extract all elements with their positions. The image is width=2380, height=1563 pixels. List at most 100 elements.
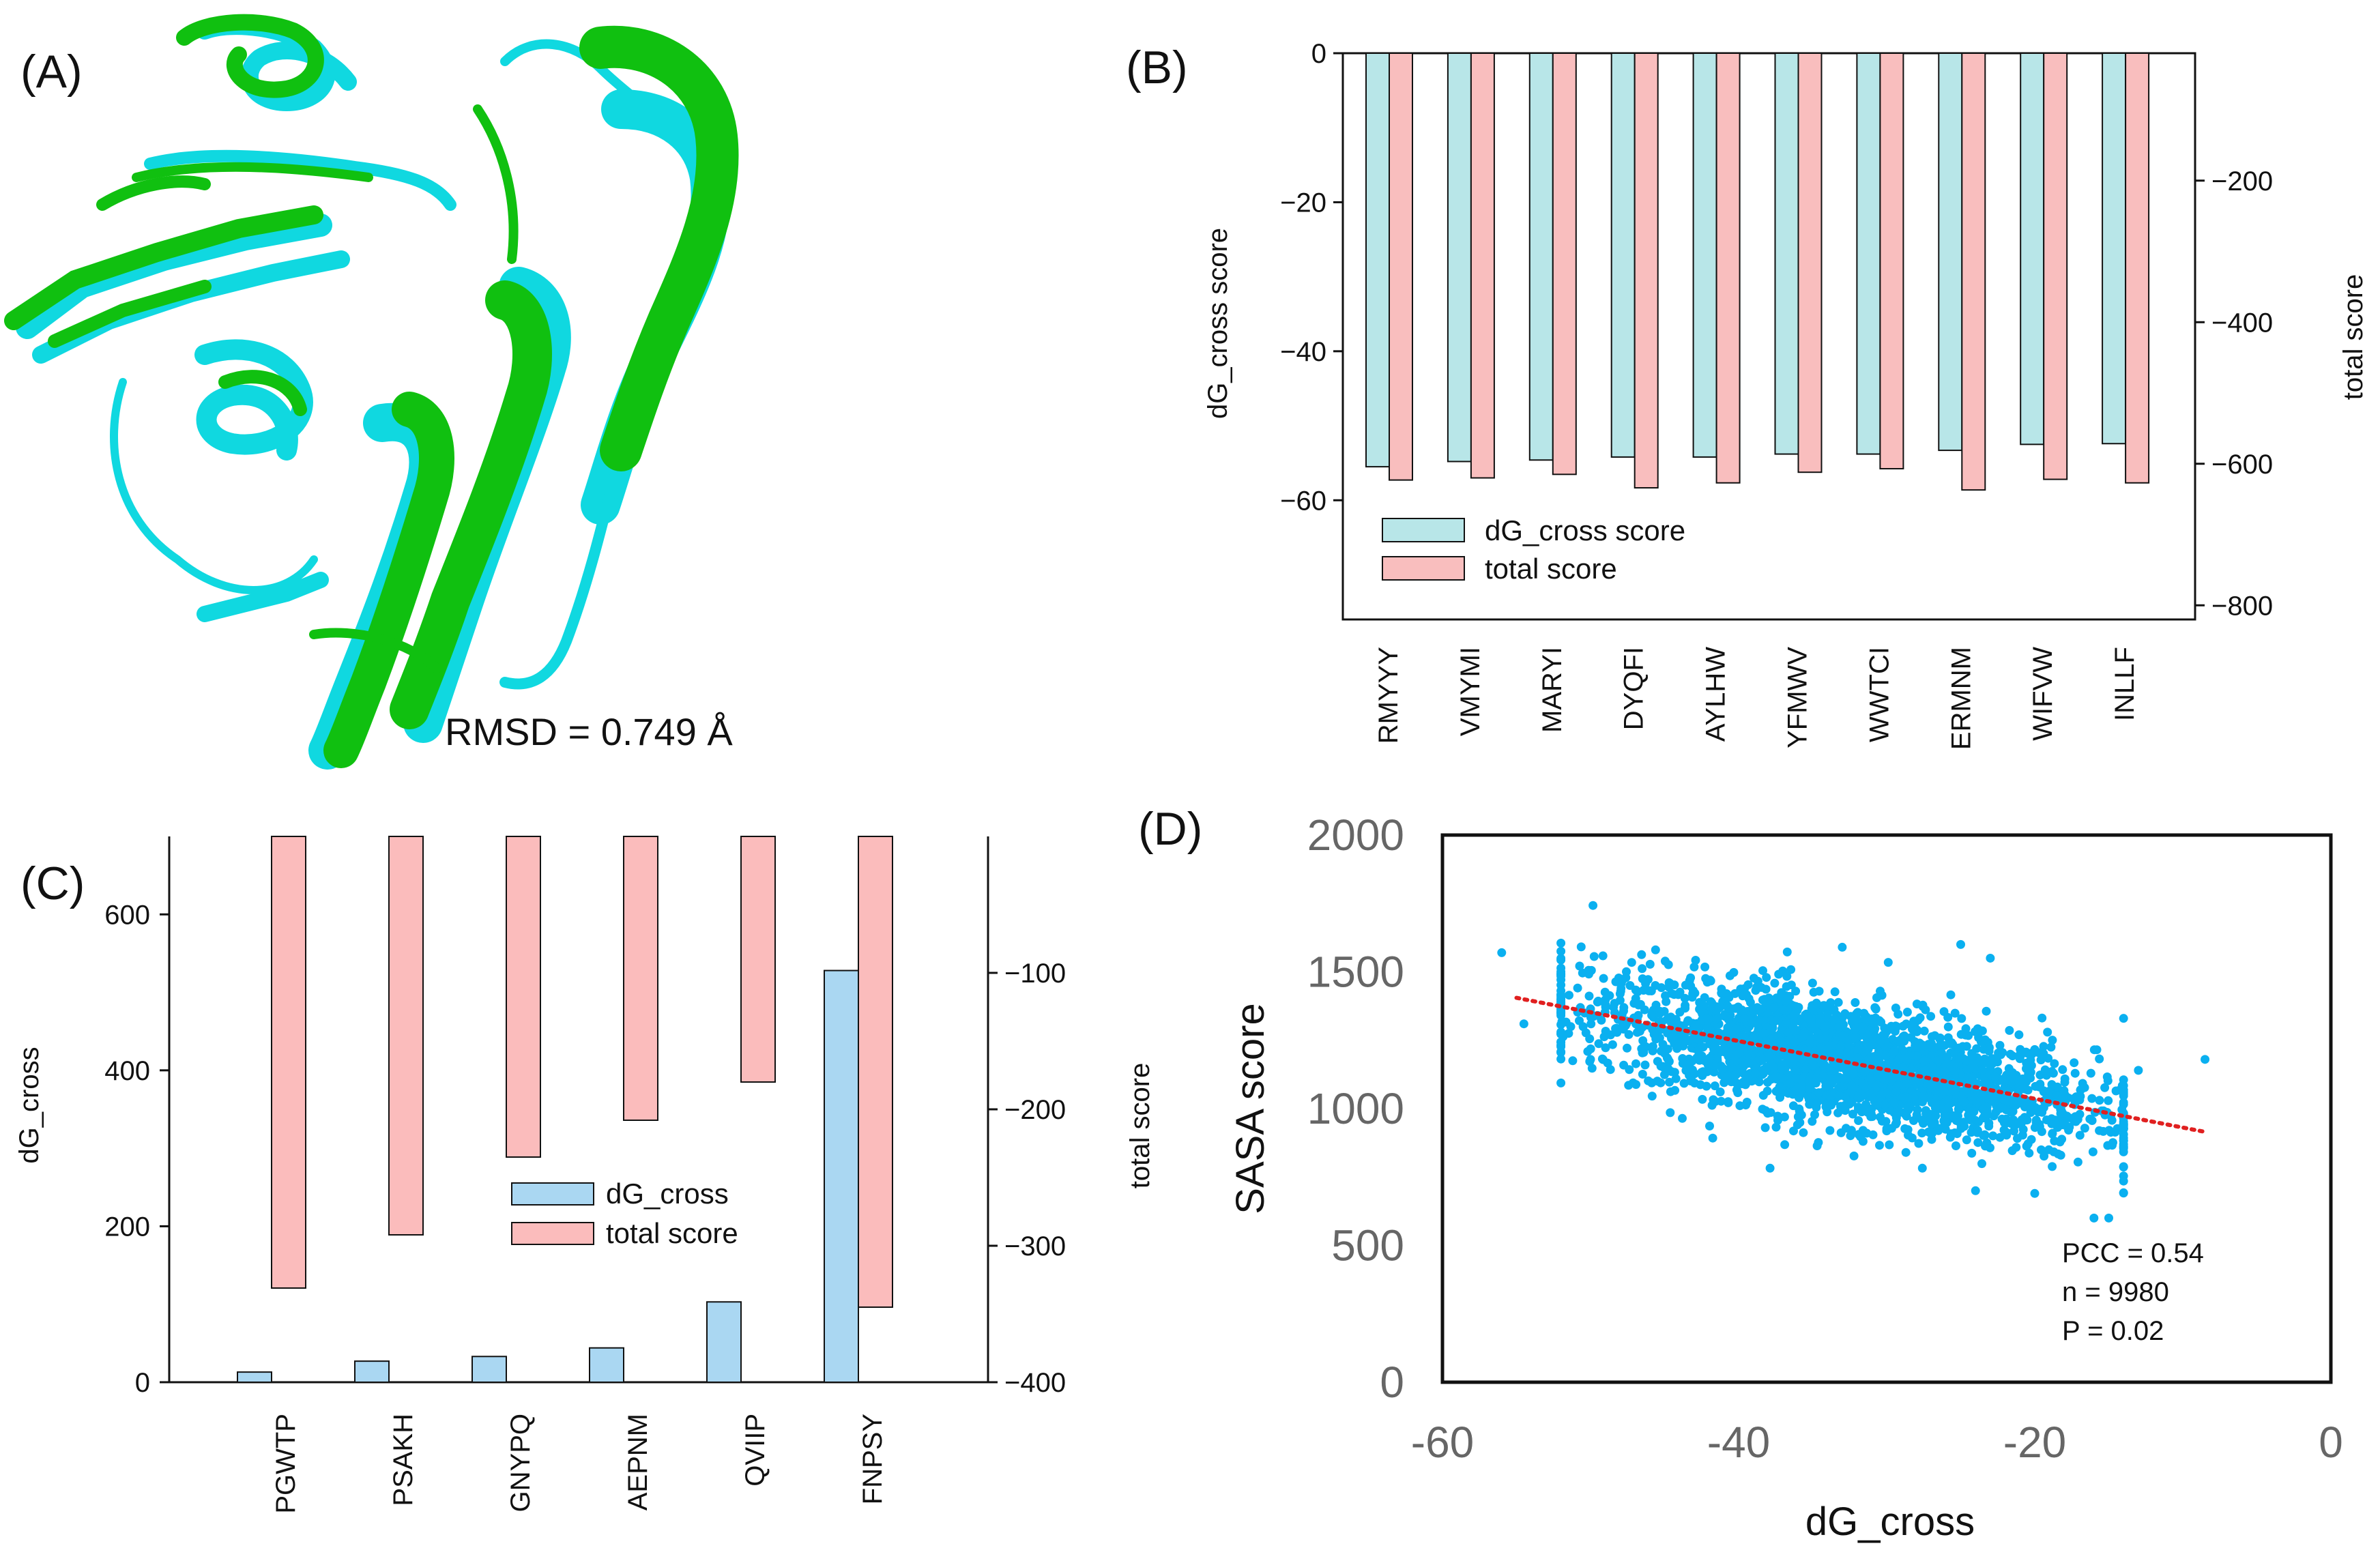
- d-point: [1946, 990, 1956, 999]
- d-point: [1797, 1082, 1806, 1092]
- d-point: [1867, 1088, 1876, 1098]
- d-ytick-label: 2000: [1307, 810, 1404, 860]
- d-point: [1818, 1060, 1828, 1070]
- d-point: [1693, 1046, 1702, 1055]
- d-point: [1970, 1095, 1979, 1105]
- d-point: [1805, 1038, 1814, 1047]
- d-stat-n: n = 9980: [2062, 1277, 2169, 1307]
- panel-d: (D) 0 500 1000 1500 2000 -60 -40 -20 0 SASA sco…: [1138, 803, 2343, 1544]
- d-point: [1943, 1012, 1953, 1022]
- d-point: [1921, 1005, 1930, 1014]
- d-point: [1730, 989, 1740, 998]
- d-point: [1978, 1105, 1988, 1114]
- d-point: [2008, 1051, 2017, 1061]
- d-point: [1799, 1128, 1808, 1137]
- b-bar-dg-ermnm: [1938, 53, 1963, 452]
- d-point: [2103, 1076, 2113, 1085]
- d-point: [1556, 1027, 1566, 1037]
- d-point: [1786, 980, 1796, 990]
- d-point: [1773, 1085, 1782, 1095]
- d-point: [2095, 1054, 2104, 1064]
- c-y2tick-label: −200: [1004, 1095, 1066, 1125]
- d-point: [1593, 996, 1603, 1006]
- d-point: [1789, 1010, 1799, 1020]
- d-point: [2119, 1136, 2128, 1145]
- d-point: [2027, 1135, 2036, 1144]
- d-point: [2014, 1082, 2024, 1092]
- d-point: [1913, 1015, 1923, 1025]
- d-point: [1624, 1081, 1634, 1090]
- d-point: [1919, 1026, 1929, 1036]
- d-point: [1782, 947, 1792, 956]
- d-ytick-label: 1000: [1307, 1084, 1404, 1133]
- b-legend-dg: dG_cross score: [1485, 514, 1685, 546]
- d-point: [1723, 1071, 1732, 1081]
- b-bar-dg-vmymi: [1447, 53, 1472, 463]
- d-point: [1954, 1043, 1963, 1053]
- d-point: [1838, 1074, 1847, 1083]
- d-point: [1651, 945, 1660, 954]
- d-x-axis-label: dG_cross: [1805, 1500, 1975, 1544]
- d-point: [1638, 1070, 1647, 1079]
- d-stat-p: P = 0.02: [2062, 1316, 2164, 1346]
- b-x-category: INLLF: [2110, 647, 2140, 721]
- c-x-category: FNPSY: [858, 1414, 888, 1504]
- d-point: [2019, 1048, 2029, 1057]
- b-y2-axis-label: total score: [2338, 274, 2368, 400]
- d-point: [1777, 1062, 1786, 1071]
- d-point: [1740, 1014, 1750, 1023]
- d-point: [1601, 1002, 1610, 1012]
- d-point: [1758, 1105, 1767, 1114]
- b-bar-total-maryi: [1552, 53, 1577, 476]
- d-point: [2113, 1124, 2122, 1133]
- d-point: [2061, 1121, 2071, 1130]
- d-point: [1954, 1105, 1963, 1114]
- d-point: [1631, 1080, 1641, 1090]
- d-point: [1872, 1059, 1882, 1068]
- d-point: [2006, 1107, 2016, 1117]
- d-y-axis-label: SASA score: [1228, 1003, 1273, 1214]
- d-point: [1823, 1107, 1832, 1117]
- d-point: [2037, 1013, 2047, 1023]
- panel-c: (C) 0 200 400 600 −100 −200 −300 −400 PGWTP PSA…: [14, 836, 1155, 1514]
- d-point: [1904, 1051, 1914, 1061]
- d-point: [2031, 1115, 2041, 1125]
- b-legend-swatch-total: [1382, 556, 1465, 581]
- b-bar-total-aylhw: [1715, 53, 1741, 484]
- d-point: [1943, 1053, 1952, 1062]
- b-bar-dg-aylhw: [1692, 53, 1717, 458]
- d-point: [2058, 1065, 2067, 1075]
- b-x-category: VMYMI: [1455, 647, 1485, 736]
- d-point: [1824, 1090, 1833, 1100]
- d-point: [1600, 987, 1610, 997]
- d-point: [2119, 1176, 2128, 1186]
- d-point: [1863, 1055, 1872, 1065]
- d-point: [1724, 1097, 1733, 1107]
- d-point: [1707, 998, 1717, 1008]
- d-point: [1980, 1130, 1990, 1139]
- d-point: [2042, 1068, 2051, 1077]
- d-point: [1858, 1126, 1868, 1135]
- d-point: [1971, 1027, 1980, 1036]
- d-point: [1687, 993, 1697, 1002]
- d-point: [1797, 1110, 1806, 1120]
- d-point: [1838, 1012, 1848, 1021]
- c-legend: dG_cross total score: [511, 1178, 738, 1249]
- d-point: [1795, 1118, 1805, 1127]
- d-point: [1874, 1100, 1883, 1110]
- d-point: [2070, 1058, 2079, 1068]
- d-point: [1805, 1084, 1815, 1094]
- d-point: [1725, 971, 1735, 980]
- d-point: [1556, 963, 1566, 973]
- rmsd-label: RMSD = 0.749 Å: [445, 710, 733, 753]
- d-point: [1862, 1038, 1872, 1048]
- d-point: [1565, 991, 1573, 1000]
- c-bar-total-psakh: [388, 836, 424, 1236]
- d-point: [2043, 1027, 2052, 1037]
- d-point: [1762, 1086, 1772, 1096]
- d-point: [1598, 951, 1608, 961]
- b-bar-dg-maryi: [1528, 53, 1554, 461]
- d-point: [1835, 1042, 1845, 1051]
- d-point: [1710, 1081, 1719, 1091]
- d-point: [1848, 1015, 1857, 1025]
